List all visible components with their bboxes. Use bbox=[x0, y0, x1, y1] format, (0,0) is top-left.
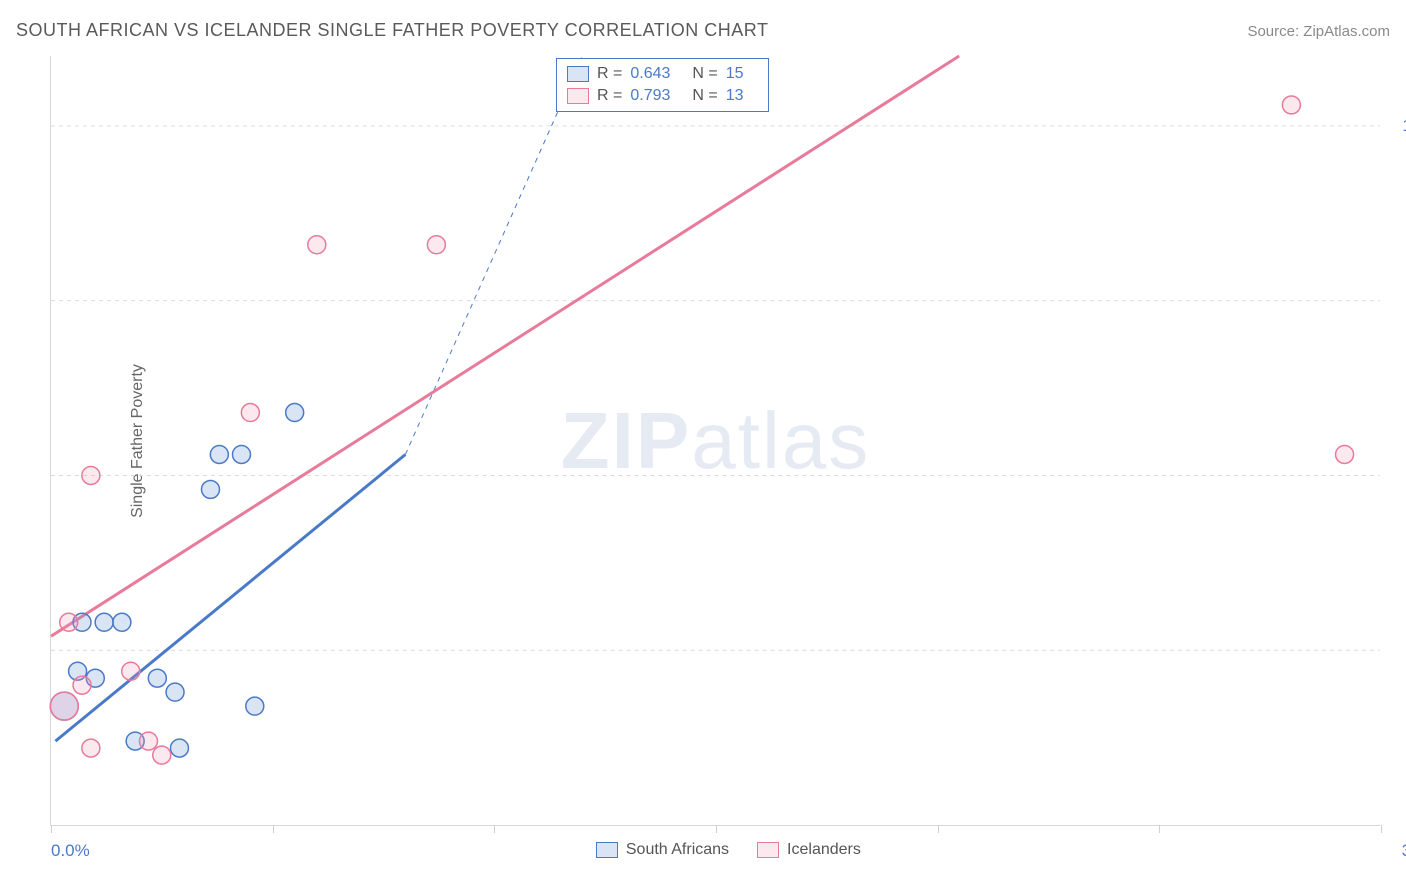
legend-item-ic: Icelanders bbox=[757, 841, 861, 859]
data-point bbox=[1336, 445, 1354, 463]
swatch-sa bbox=[567, 66, 589, 82]
data-point bbox=[82, 739, 100, 757]
x-tick bbox=[1381, 825, 1382, 833]
data-point bbox=[95, 613, 113, 631]
swatch-ic bbox=[757, 842, 779, 858]
plot-svg bbox=[51, 56, 1380, 825]
data-point bbox=[308, 236, 326, 254]
legend-r-label: R = bbox=[597, 87, 622, 105]
data-point bbox=[166, 683, 184, 701]
x-tick-label: 0.0% bbox=[51, 841, 90, 861]
x-tick bbox=[1159, 825, 1160, 833]
y-tick-label: 75.0% bbox=[1390, 291, 1406, 311]
data-point bbox=[246, 697, 264, 715]
swatch-ic bbox=[567, 88, 589, 104]
x-tick bbox=[273, 825, 274, 833]
data-point bbox=[82, 466, 100, 484]
chart-header: SOUTH AFRICAN VS ICELANDER SINGLE FATHER… bbox=[16, 20, 1390, 41]
legend-row-ic: R = 0.793 N = 13 bbox=[567, 85, 758, 107]
chart-title: SOUTH AFRICAN VS ICELANDER SINGLE FATHER… bbox=[16, 20, 768, 41]
legend-r-ic: 0.793 bbox=[630, 87, 670, 105]
legend-n-label: N = bbox=[692, 87, 717, 105]
legend-n-sa: 15 bbox=[726, 65, 744, 83]
y-tick-label: 100.0% bbox=[1390, 116, 1406, 136]
data-point bbox=[60, 613, 78, 631]
legend-item-sa: South Africans bbox=[596, 841, 729, 859]
data-point bbox=[139, 732, 157, 750]
legend-label-sa: South Africans bbox=[626, 841, 729, 859]
legend-r-sa: 0.643 bbox=[630, 65, 670, 83]
x-tick bbox=[494, 825, 495, 833]
data-point bbox=[50, 692, 78, 720]
x-tick-label: 30.0% bbox=[1390, 841, 1406, 861]
swatch-sa bbox=[596, 842, 618, 858]
data-point bbox=[122, 662, 140, 680]
legend-n-label: N = bbox=[692, 65, 717, 83]
data-point bbox=[153, 746, 171, 764]
data-point bbox=[113, 613, 131, 631]
data-point bbox=[73, 676, 91, 694]
data-point bbox=[286, 404, 304, 422]
y-tick-label: 50.0% bbox=[1390, 466, 1406, 486]
legend-n-ic: 13 bbox=[726, 87, 744, 105]
correlation-legend: R = 0.643 N = 15 R = 0.793 N = 13 bbox=[556, 58, 769, 112]
data-point bbox=[241, 404, 259, 422]
data-point bbox=[148, 669, 166, 687]
x-tick bbox=[938, 825, 939, 833]
y-tick-label: 25.0% bbox=[1390, 641, 1406, 661]
x-tick bbox=[716, 825, 717, 833]
data-point bbox=[210, 445, 228, 463]
data-point bbox=[427, 236, 445, 254]
legend-row-sa: R = 0.643 N = 15 bbox=[567, 63, 758, 85]
data-point bbox=[1282, 96, 1300, 114]
legend-label-ic: Icelanders bbox=[787, 841, 861, 859]
data-point bbox=[232, 445, 250, 463]
data-point bbox=[170, 739, 188, 757]
data-point bbox=[201, 480, 219, 498]
series-legend: South Africans Icelanders bbox=[596, 841, 861, 859]
plot-area: Single Father Poverty ZIPatlas R = 0.643… bbox=[50, 56, 1380, 826]
x-tick bbox=[51, 825, 52, 833]
chart-source: Source: ZipAtlas.com bbox=[1247, 23, 1390, 40]
legend-r-label: R = bbox=[597, 65, 622, 83]
